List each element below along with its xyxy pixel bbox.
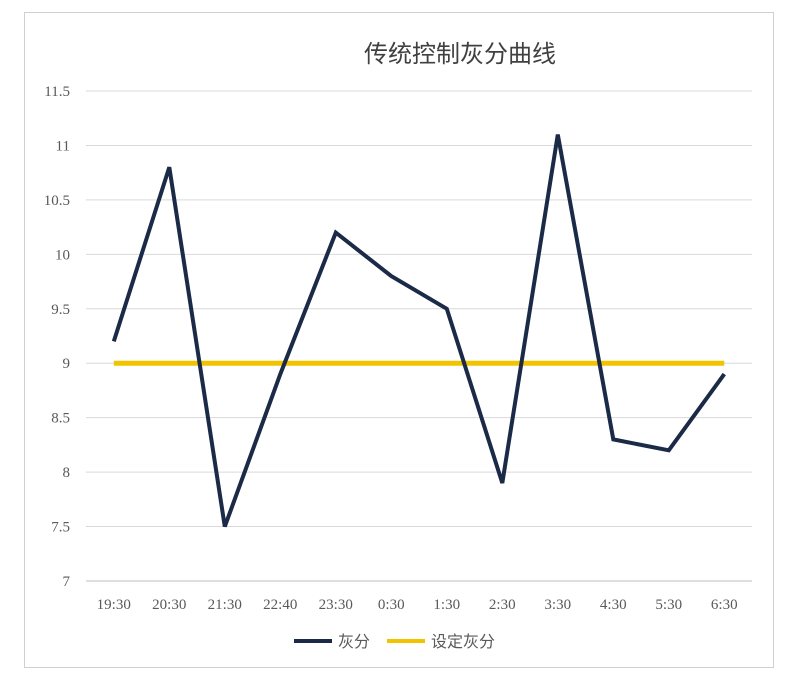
y-tick-label: 8.5 bbox=[51, 411, 70, 427]
x-tick-label: 22:40 bbox=[263, 597, 297, 613]
x-tick-label: 21:30 bbox=[208, 597, 242, 613]
x-tick-label: 1:30 bbox=[433, 597, 460, 613]
gridlines bbox=[86, 90, 752, 582]
legend: 灰分 设定灰分 bbox=[294, 632, 495, 651]
y-tick-label: 10.5 bbox=[44, 193, 70, 209]
x-tick-label: 19:30 bbox=[97, 597, 131, 613]
y-tick-label: 9 bbox=[63, 356, 71, 372]
y-tick-label: 9.5 bbox=[51, 302, 70, 318]
legend-label: 设定灰分 bbox=[431, 632, 495, 651]
x-axis-ticks: 19:30 20:30 21:30 22:40 23:30 0:30 1:30 2:30 3:3… bbox=[97, 597, 738, 613]
y-tick-label: 7 bbox=[63, 574, 71, 590]
y-tick-label: 7.5 bbox=[51, 520, 70, 536]
x-tick-label: 5:30 bbox=[655, 597, 682, 613]
series-line-ash bbox=[111, 134, 726, 528]
y-tick-label: 11 bbox=[56, 138, 70, 154]
chart-title: 传统控制灰分曲线 bbox=[364, 40, 556, 68]
legend-label: 灰分 bbox=[338, 632, 370, 651]
x-tick-label: 6:30 bbox=[711, 597, 738, 613]
y-axis-ticks: 7 7.5 8 8.5 9 9.5 10 10.5 11 11.5 bbox=[44, 84, 71, 590]
y-tick-label: 8 bbox=[63, 465, 71, 481]
y-tick-label: 11.5 bbox=[44, 84, 70, 100]
x-tick-label: 23:30 bbox=[319, 597, 353, 613]
chart-frame bbox=[24, 12, 774, 668]
x-tick-label: 2:30 bbox=[489, 597, 516, 613]
y-tick-label: 10 bbox=[55, 247, 70, 263]
x-tick-label: 0:30 bbox=[378, 597, 405, 613]
x-tick-label: 20:30 bbox=[152, 597, 186, 613]
series-lines bbox=[111, 134, 726, 528]
x-tick-label: 3:30 bbox=[544, 597, 571, 613]
x-tick-label: 4:30 bbox=[600, 597, 627, 613]
